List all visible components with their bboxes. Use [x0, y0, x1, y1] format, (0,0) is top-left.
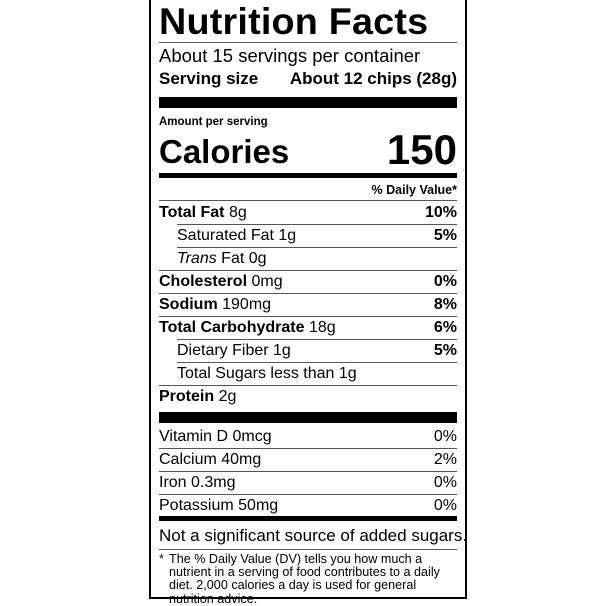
serving-size-row: Serving size About 12 chips (28g) — [159, 68, 457, 90]
nutrient-name-amount: Cholesterol 0mg — [159, 273, 283, 291]
nutrient-daily-value: 5% — [433, 226, 457, 244]
calories-label: Calories — [159, 133, 290, 170]
vitamin-name-amount: Vitamin D 0mcg — [159, 428, 272, 446]
nutrient-row: Dietary Fiber 1g 5% — [177, 339, 457, 362]
nutrient-row: Total Carbohydrate 18g 6% — [159, 316, 457, 339]
vitamin-daily-value: 0% — [433, 496, 457, 514]
nutrient-name-amount: Trans Fat 0g — [177, 250, 267, 268]
divider — [159, 293, 457, 294]
calories-row: Calories 150 — [159, 128, 457, 172]
nutrient-name: Total Sugars — [177, 364, 266, 382]
nutrient-amount: 0g — [248, 249, 267, 267]
calories-value: 150 — [386, 126, 457, 173]
vitamin-name-amount: Potassium 50mg — [159, 497, 278, 515]
serving-size-value: About 12 chips (28g) — [289, 69, 457, 88]
vitamin-row: Potassium 50mg 0% — [159, 494, 457, 517]
nutrient-name-amount: Saturated Fat 1g — [177, 227, 296, 245]
nutrient-amount: 2g — [218, 387, 237, 405]
nutrient-name: Dietary Fiber — [177, 341, 269, 359]
medium-divider — [159, 516, 457, 521]
divider — [159, 200, 457, 201]
nutrient-name: Saturated Fat — [177, 226, 274, 244]
nutrient-name: Protein — [159, 387, 215, 405]
vitamin-amount: 0mcg — [232, 427, 272, 445]
nutrient-row: Trans Fat 0g — [177, 247, 457, 270]
nutrient-name-amount: Dietary Fiber 1g — [177, 342, 291, 360]
divider — [177, 247, 457, 248]
amount-per-serving: Amount per serving — [159, 116, 268, 128]
nutrient-amount: 190mg — [222, 295, 272, 313]
divider — [159, 448, 457, 449]
divider — [159, 471, 457, 472]
vitamin-name-amount: Calcium 40mg — [159, 451, 261, 469]
nutrient-amount: less than 1g — [270, 364, 357, 382]
divider — [159, 316, 457, 317]
nutrient-daily-value: 10% — [424, 203, 457, 221]
servings-per-container: About 15 servings per container — [159, 45, 421, 66]
vitamin-amount: 0.3mg — [191, 473, 236, 491]
vitamin-row: Vitamin D 0mcg 0% — [159, 425, 457, 448]
vitamin-daily-value: 0% — [433, 473, 457, 491]
nutrient-name: Total Carbohydrate — [159, 318, 305, 336]
nutrient-row: Protein 2g — [159, 385, 457, 408]
nutrient-name-amount: Sodium 190mg — [159, 296, 271, 314]
nutrition-facts-label: Nutrition Facts About 15 servings per co… — [149, 0, 468, 605]
nutrient-amount: 8g — [228, 203, 247, 221]
nutrient-name-amount: Protein 2g — [159, 388, 236, 406]
nutrient-row: Sodium 190mg 8% — [159, 293, 457, 316]
footnote-text: The % Daily Value (DV) tells you how muc… — [169, 552, 440, 606]
label-title: Nutrition Facts — [159, 1, 429, 42]
vitamin-row: Iron 0.3mg 0% — [159, 471, 457, 494]
nutrient-row: Cholesterol 0mg 0% — [159, 270, 457, 293]
vitamin-daily-value: 2% — [433, 450, 457, 468]
nutrient-row: Saturated Fat 1g 5% — [177, 224, 457, 247]
thick-divider — [159, 412, 457, 423]
divider — [159, 494, 457, 495]
vitamin-name: Potassium — [159, 496, 234, 514]
footnote-star: * — [159, 552, 164, 566]
vitamin-name: Calcium — [159, 450, 217, 468]
vitamin-row: Calcium 40mg 2% — [159, 448, 457, 471]
vitamin-amount: 50mg — [238, 496, 279, 514]
nutrient-name: Cholesterol — [159, 272, 248, 290]
divider — [159, 549, 457, 550]
nutrient-daily-value: 8% — [433, 295, 457, 313]
nutrient-name-amount: Total Fat 8g — [159, 204, 247, 222]
vitamin-amount: 40mg — [221, 450, 262, 468]
nutrient-daily-value: 5% — [433, 341, 457, 359]
nutrient-name-suffix: Fat — [221, 249, 245, 267]
nutrient-amount: 18g — [308, 318, 336, 336]
divider — [177, 224, 457, 225]
added-sugars-note: Not a significant source of added sugars… — [159, 526, 468, 545]
divider — [177, 339, 457, 340]
divider — [159, 270, 457, 271]
daily-value-header: % Daily Value* — [371, 183, 457, 197]
vitamin-name: Iron — [159, 473, 187, 491]
vitamin-name: Vitamin D — [159, 427, 229, 445]
vitamin-daily-value: 0% — [433, 427, 457, 445]
thick-divider — [159, 97, 457, 108]
nutrient-name: Trans — [177, 249, 217, 267]
divider — [159, 42, 457, 43]
vitamin-name-amount: Iron 0.3mg — [159, 474, 236, 492]
nutrient-name-amount: Total Sugars less than 1g — [177, 365, 357, 383]
medium-divider — [159, 173, 457, 178]
nutrient-name: Sodium — [159, 295, 218, 313]
nutrient-amount: 1g — [278, 226, 297, 244]
nutrient-daily-value: 6% — [433, 318, 457, 336]
nutrient-daily-value: 0% — [433, 272, 457, 290]
nutrient-amount: 1g — [273, 341, 291, 359]
nutrient-name: Total Fat — [159, 203, 225, 221]
nutrient-amount: 0mg — [251, 272, 283, 290]
divider — [177, 362, 457, 363]
serving-size-label: Serving size — [159, 69, 259, 88]
divider — [159, 385, 457, 386]
nutrient-row: Total Sugars less than 1g — [177, 362, 457, 385]
footnote: * The % Daily Value (DV) tells you how m… — [159, 552, 457, 606]
nutrient-name-amount: Total Carbohydrate 18g — [159, 319, 336, 337]
nutrient-row: Total Fat 8g 10% — [159, 201, 457, 224]
